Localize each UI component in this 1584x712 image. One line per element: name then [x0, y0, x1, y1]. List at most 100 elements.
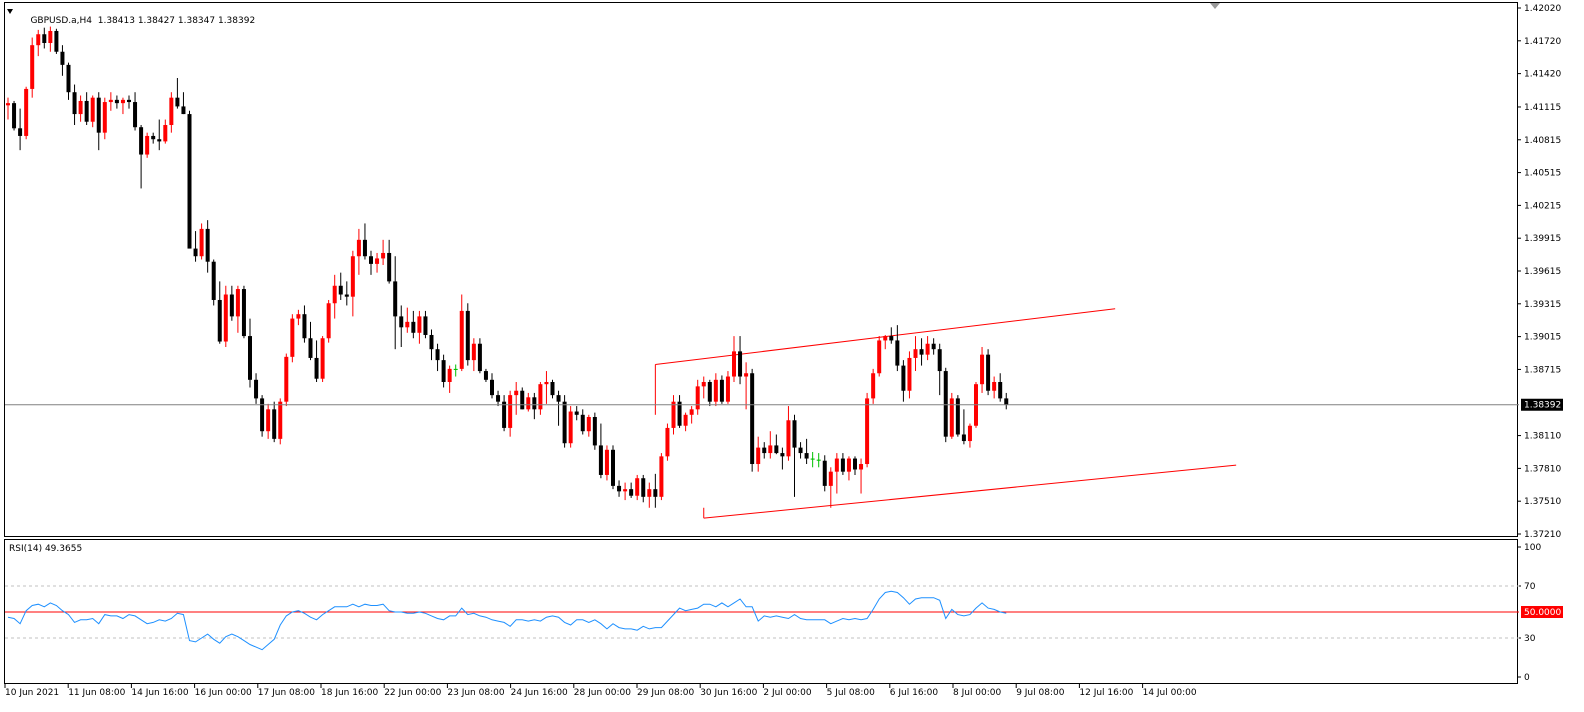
candle-body — [719, 379, 724, 402]
price-tick-label: 1.41420 — [1524, 70, 1561, 80]
candle-body — [967, 425, 972, 442]
candle-body — [381, 252, 386, 259]
candle-body — [175, 97, 180, 107]
candle-body — [774, 445, 779, 454]
time-tick-label: 11 Jun 08:00 — [68, 688, 125, 698]
price-tick-label: 1.39315 — [1524, 300, 1561, 310]
candle-body — [84, 100, 89, 122]
candle-body — [762, 447, 767, 454]
candle-body — [266, 409, 271, 432]
candle-body — [12, 103, 17, 129]
candle-body — [647, 489, 652, 497]
candle-body — [157, 139, 162, 142]
candle-body — [895, 340, 900, 366]
candle-body — [786, 420, 791, 457]
candle-body — [798, 447, 803, 454]
candle-body — [931, 343, 936, 350]
candle-body — [955, 398, 960, 435]
candle-body — [949, 398, 954, 437]
candle-body — [671, 401, 676, 428]
candle-body — [254, 379, 259, 399]
rsi-levels: 50.0000 — [5, 585, 1563, 639]
candle-body — [387, 252, 392, 282]
ohlc-values: 1.38413 1.38427 1.38347 1.38392 — [97, 16, 256, 26]
symbol-dropdown-icon[interactable] — [7, 9, 13, 14]
rsi-series-line — [7, 590, 1007, 651]
candle-body — [453, 368, 458, 370]
candle-body — [701, 381, 706, 387]
candle-body — [580, 414, 585, 432]
rsi-line — [7, 590, 1007, 651]
candle-body — [677, 401, 682, 426]
candle-body — [556, 395, 561, 402]
candle-body — [653, 489, 658, 497]
time-tick-label: 28 Jun 00:00 — [574, 688, 631, 698]
candle-body — [877, 340, 882, 374]
candle-body — [943, 371, 948, 437]
candle-body — [919, 349, 924, 355]
price-tick-label: 1.38110 — [1524, 432, 1561, 442]
candle-body — [350, 256, 355, 297]
candle-body — [834, 458, 839, 472]
current-price-marker: 1.38392 — [5, 398, 1563, 411]
price-tick-label: 1.40215 — [1524, 201, 1561, 211]
candle-body — [24, 88, 29, 136]
candle-body — [526, 397, 531, 410]
time-tick-label: 30 Jun 16:00 — [700, 688, 757, 698]
time-tick-label: 16 Jun 00:00 — [195, 688, 252, 698]
one-click-trading-toggle-icon[interactable] — [1210, 3, 1220, 9]
candle-body — [598, 445, 603, 475]
candle-body — [846, 458, 851, 472]
candle-body — [302, 314, 307, 339]
time-tick-label: 29 Jun 08:00 — [637, 688, 694, 698]
candle-body — [586, 416, 591, 432]
candle-body — [356, 239, 361, 257]
rsi-tick-label: 30 — [1524, 634, 1536, 644]
candle-body — [332, 285, 337, 304]
candle-body — [120, 99, 125, 104]
candle-body — [816, 459, 821, 461]
candle-body — [278, 401, 283, 439]
candle-body — [828, 471, 833, 486]
candle-body — [296, 314, 301, 319]
candle-body — [617, 485, 622, 492]
candle-body — [272, 409, 277, 439]
candle-body — [683, 414, 688, 426]
candle-body — [853, 458, 857, 470]
candle-body — [393, 281, 398, 317]
time-tick-label: 9 Jul 08:00 — [1016, 688, 1065, 698]
candle-body — [235, 289, 240, 317]
candle-body — [66, 64, 71, 93]
time-axis: 10 Jun 2021 11 Jun 08:00 14 Jun 16:00 16 Ju… — [4, 684, 1197, 698]
current-price-label: 1.38392 — [1524, 401, 1561, 411]
candle-body — [320, 338, 325, 379]
candle-body — [859, 464, 864, 470]
candle-body — [907, 357, 912, 391]
candle-body — [520, 390, 525, 410]
candle-body — [1004, 398, 1009, 405]
candle-body — [538, 384, 543, 410]
candle-body — [780, 453, 785, 457]
price-tick-label: 1.41115 — [1524, 103, 1561, 113]
price-tick-label: 1.40815 — [1524, 136, 1561, 146]
candle-body — [447, 368, 452, 382]
candle-body — [822, 460, 827, 486]
candle-body — [514, 390, 519, 396]
candle-body — [544, 381, 549, 385]
current-price-badge — [1521, 398, 1563, 411]
candle-body — [102, 102, 107, 133]
candle-body — [217, 299, 222, 342]
candle-body — [508, 395, 513, 428]
candle-body — [429, 334, 434, 350]
candle-body — [980, 354, 985, 385]
candle-body — [78, 100, 83, 115]
time-tick-label: 6 Jul 16:00 — [890, 688, 939, 698]
candle-body — [659, 456, 664, 497]
candle-body — [471, 343, 476, 361]
candle-body — [550, 381, 555, 396]
candles — [6, 26, 1009, 508]
candle-body — [901, 365, 906, 391]
candle-body — [961, 434, 966, 442]
candle-body — [284, 356, 289, 402]
